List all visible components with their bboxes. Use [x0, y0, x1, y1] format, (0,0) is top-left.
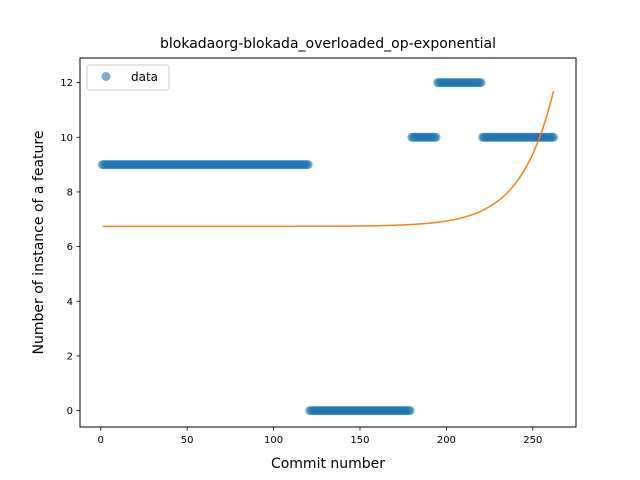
x-tick-label: 200 [437, 435, 456, 446]
legend-label-data: data [131, 70, 158, 84]
x-tick-label: 0 [98, 435, 104, 446]
plot-area [97, 78, 559, 416]
x-tick-label: 250 [523, 435, 542, 446]
x-tick-label: 50 [181, 435, 194, 446]
y-tick-label: 2 [67, 351, 73, 362]
data-point [476, 78, 486, 88]
y-tick-label: 6 [67, 242, 73, 253]
y-tick-label: 10 [60, 133, 73, 144]
ticks: 0 50 100 150 200 250 0 2 4 6 8 10 12 [60, 78, 542, 446]
data-point [405, 406, 415, 416]
axes-frame [79, 57, 577, 428]
x-tick-label: 150 [350, 435, 369, 446]
legend-marker-data [101, 72, 111, 81]
y-axis-label: Number of instance of a feature [31, 131, 47, 355]
y-tick-label: 4 [67, 297, 73, 308]
x-tick-label: 100 [264, 435, 283, 446]
y-tick-label: 8 [67, 187, 73, 198]
data-point [431, 132, 441, 142]
y-tick-label: 0 [67, 406, 73, 417]
fit-line [102, 90, 555, 228]
chart-title: blokadaorg-blokada_overloaded_op-exponen… [160, 36, 496, 52]
legend-box [86, 64, 170, 91]
x-axis-label: Commit number [271, 456, 385, 472]
data-point [549, 132, 559, 142]
legend: data [86, 64, 170, 91]
y-tick-label: 12 [60, 78, 73, 89]
data-point [303, 160, 313, 170]
